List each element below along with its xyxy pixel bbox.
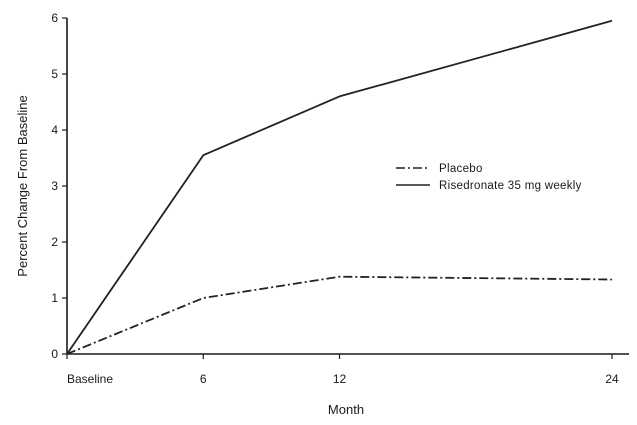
y-tick-label: 6: [51, 11, 58, 25]
x-tick-label: 12: [333, 372, 347, 386]
y-tick-label: 1: [51, 291, 58, 305]
x-ticks: Baseline 6 12 24: [66, 354, 619, 386]
y-tick-label: 0: [51, 347, 58, 361]
y-tick-label: 5: [51, 67, 58, 81]
y-ticks: 0 1 2 3 4 5 6: [51, 11, 67, 361]
x-tick-label: 24: [605, 372, 619, 386]
series-line-risedronate-35-mg-weekly: [66, 19, 613, 355]
y-tick-label: 3: [51, 179, 58, 193]
y-axis-title: Percent Change From Baseline: [15, 95, 30, 276]
legend: Placebo Risedronate 35 mg weekly: [396, 163, 582, 192]
x-tick-label: 6: [200, 372, 207, 386]
y-tick-label: 4: [51, 123, 58, 137]
x-axis-title: Month: [328, 402, 364, 417]
legend-label-placebo: Placebo: [439, 163, 483, 175]
y-tick-label: 2: [51, 235, 58, 249]
series-lines: [66, 19, 613, 355]
legend-label-risedronate: Risedronate 35 mg weekly: [439, 180, 582, 192]
series-line-placebo: [66, 275, 613, 355]
x-tick-label: Baseline: [67, 372, 113, 386]
